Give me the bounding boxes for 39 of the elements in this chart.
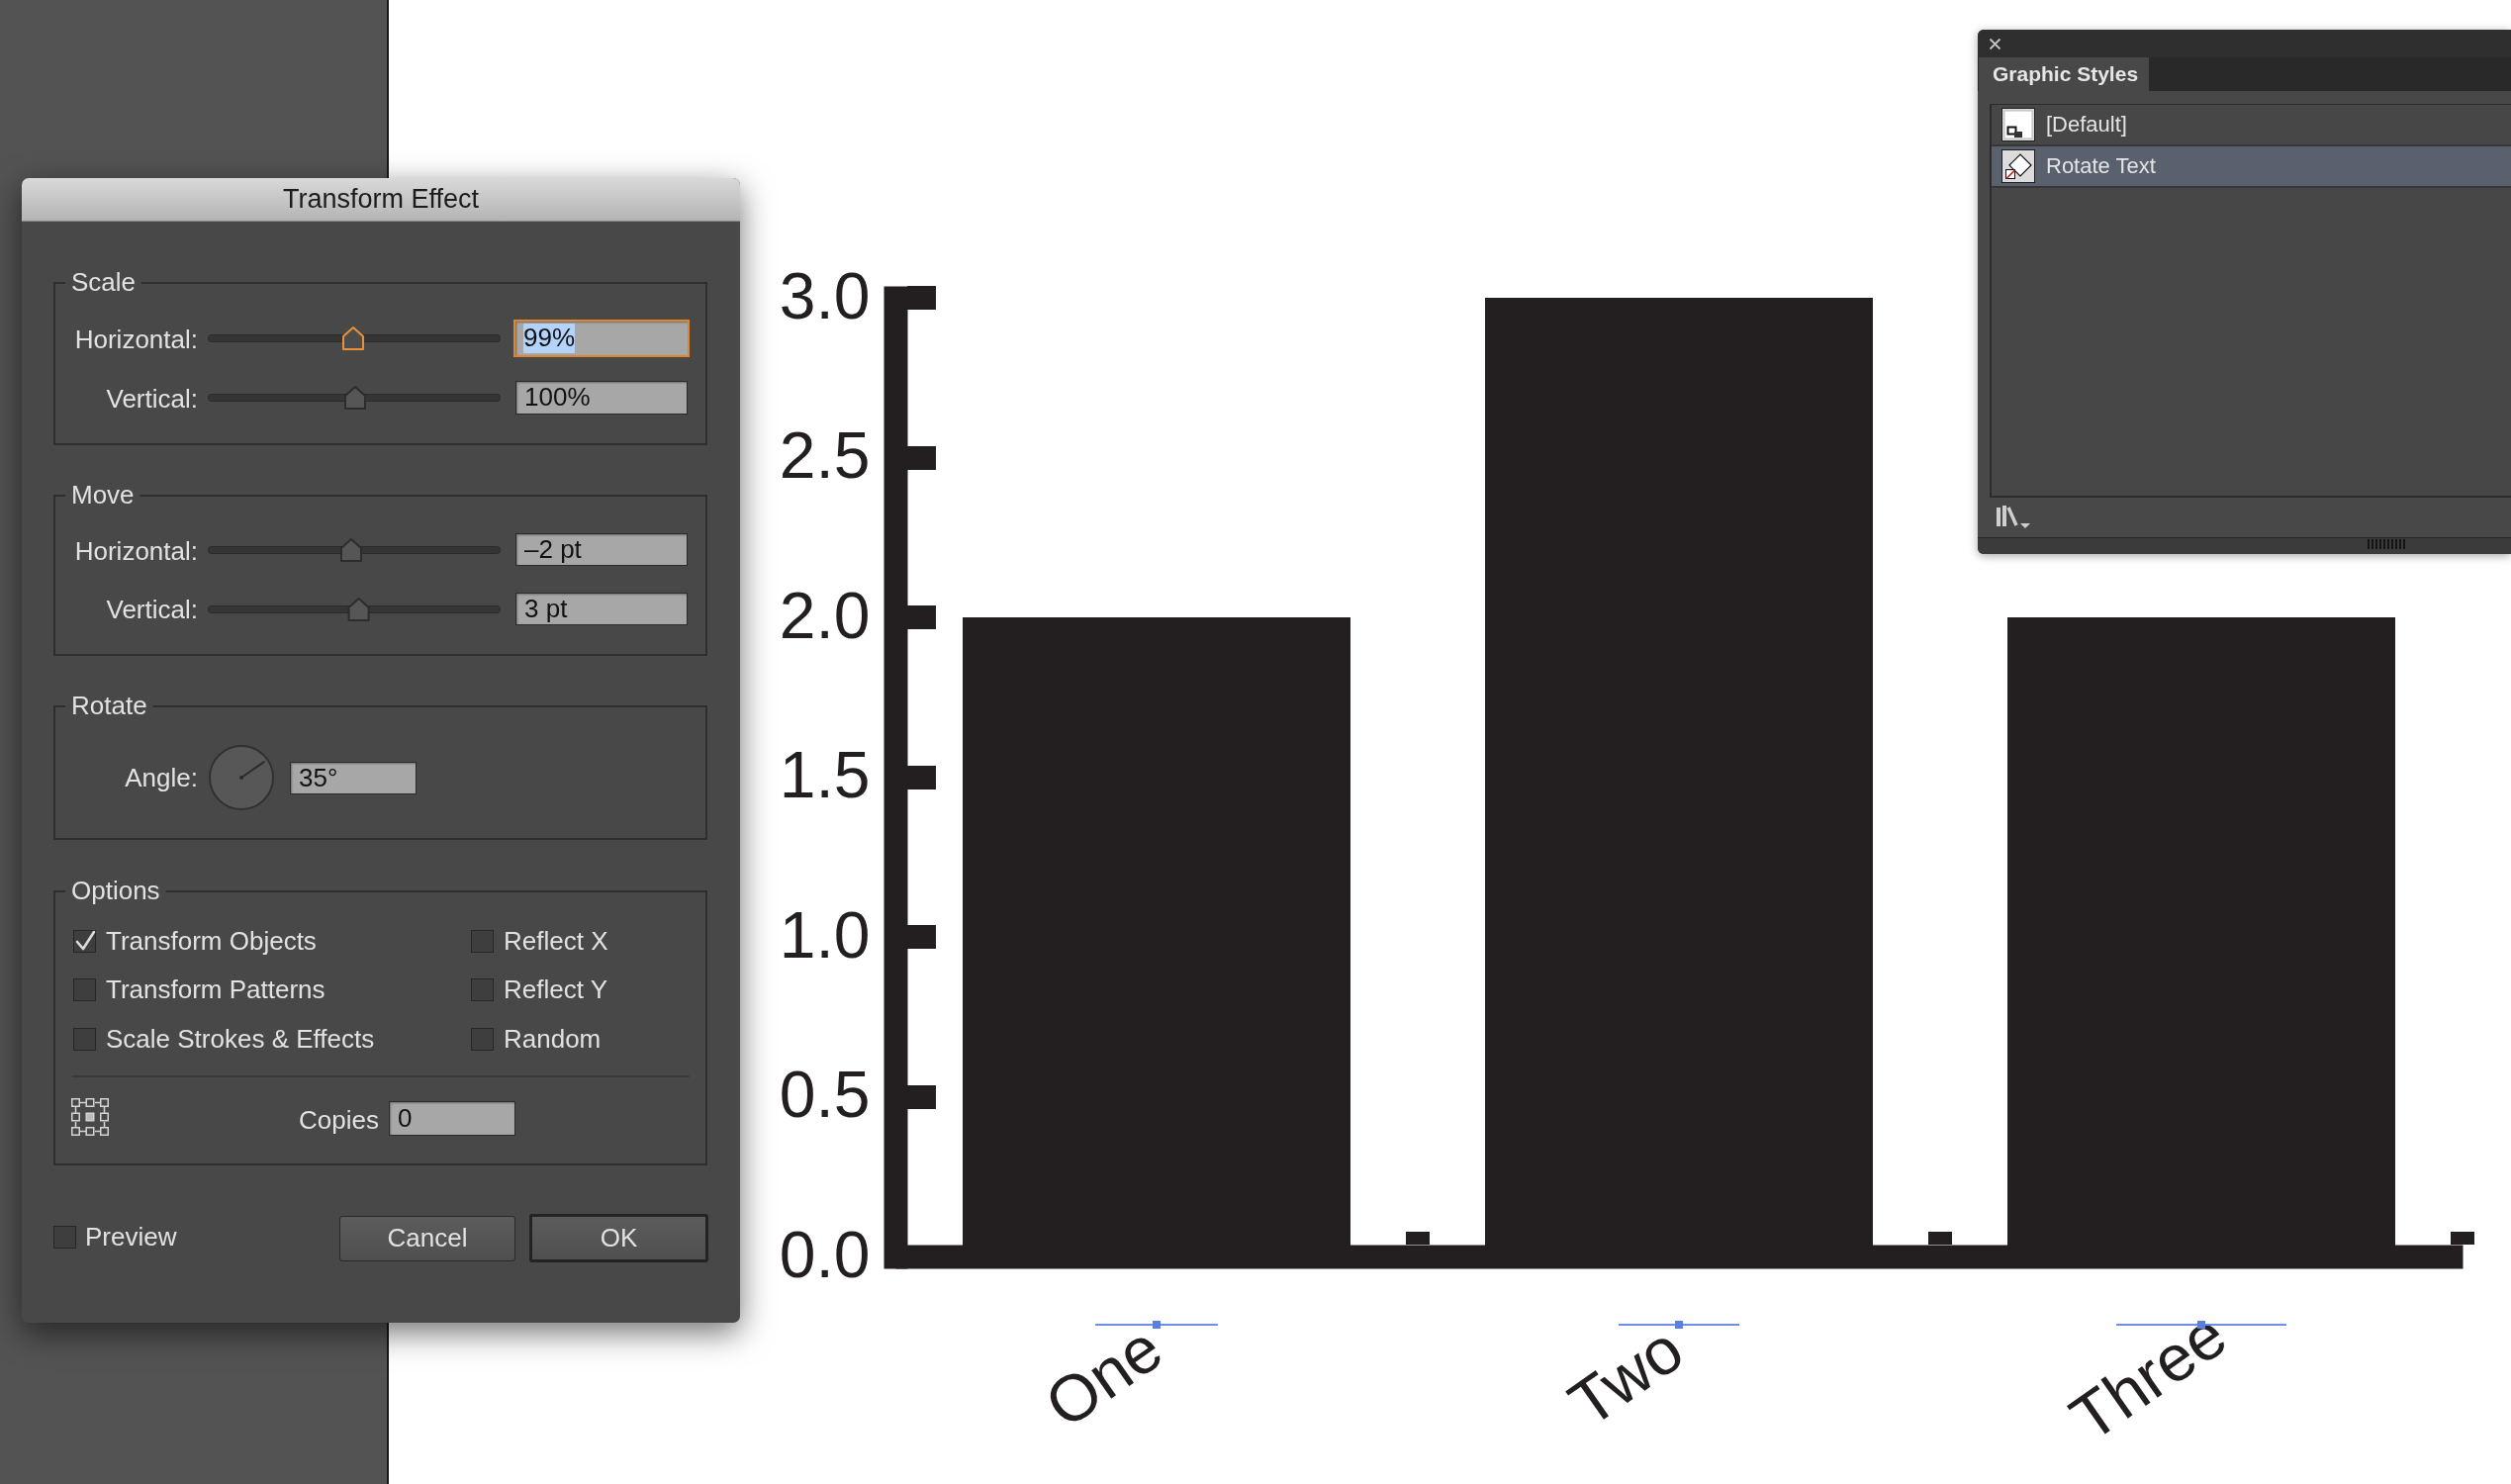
text: Transform Objects <box>106 925 317 957</box>
text-field: 35° <box>290 762 417 794</box>
text: Random <box>504 1024 602 1055</box>
list-row: Rotate Text <box>1992 146 2511 188</box>
text-field: 100% <box>515 381 688 415</box>
text: Vertical: <box>106 595 198 625</box>
text: Reflect X <box>504 925 608 957</box>
text: Horizontal: <box>74 324 198 355</box>
y-tick-label: 1.5 <box>779 738 871 811</box>
button: Cancel <box>339 1216 515 1261</box>
text-field: 99% <box>513 320 690 357</box>
text: Vertical: <box>106 383 198 415</box>
x-tick-label: Two <box>1555 1312 1697 1441</box>
text: Scale <box>71 267 137 298</box>
text: Options <box>71 876 160 906</box>
y-tick-label: 0.0 <box>779 1217 871 1291</box>
text: Copies <box>299 1105 379 1136</box>
x-tick-label: Three <box>2057 1297 2240 1455</box>
text-field: –2 pt <box>515 533 688 566</box>
list-row: [Default] <box>1992 105 2511 146</box>
text: Move <box>71 480 135 510</box>
text: Reflect Y <box>504 974 608 1005</box>
text-field: 3 pt <box>515 593 688 625</box>
text: Rotate <box>71 691 147 721</box>
y-tick-label: 3.0 <box>779 258 871 332</box>
y-tick-label: 2.0 <box>779 578 871 652</box>
panel-tab: Graphic Styles <box>1979 57 2149 92</box>
x-tick-label: One <box>1031 1310 1175 1442</box>
text: Preview <box>85 1221 177 1252</box>
y-tick-label: 2.5 <box>779 418 871 492</box>
title-bar: Transform Effect <box>22 178 740 222</box>
y-tick-label: 1.0 <box>779 897 871 972</box>
text: Scale Strokes & Effects <box>106 1024 375 1055</box>
text: Horizontal: <box>74 536 198 567</box>
y-tick-label: 0.5 <box>779 1058 871 1131</box>
text: Angle: <box>125 763 198 793</box>
text-field: 0 <box>389 1101 515 1136</box>
text: Transform Patterns <box>106 974 326 1005</box>
button: OK <box>529 1214 708 1262</box>
